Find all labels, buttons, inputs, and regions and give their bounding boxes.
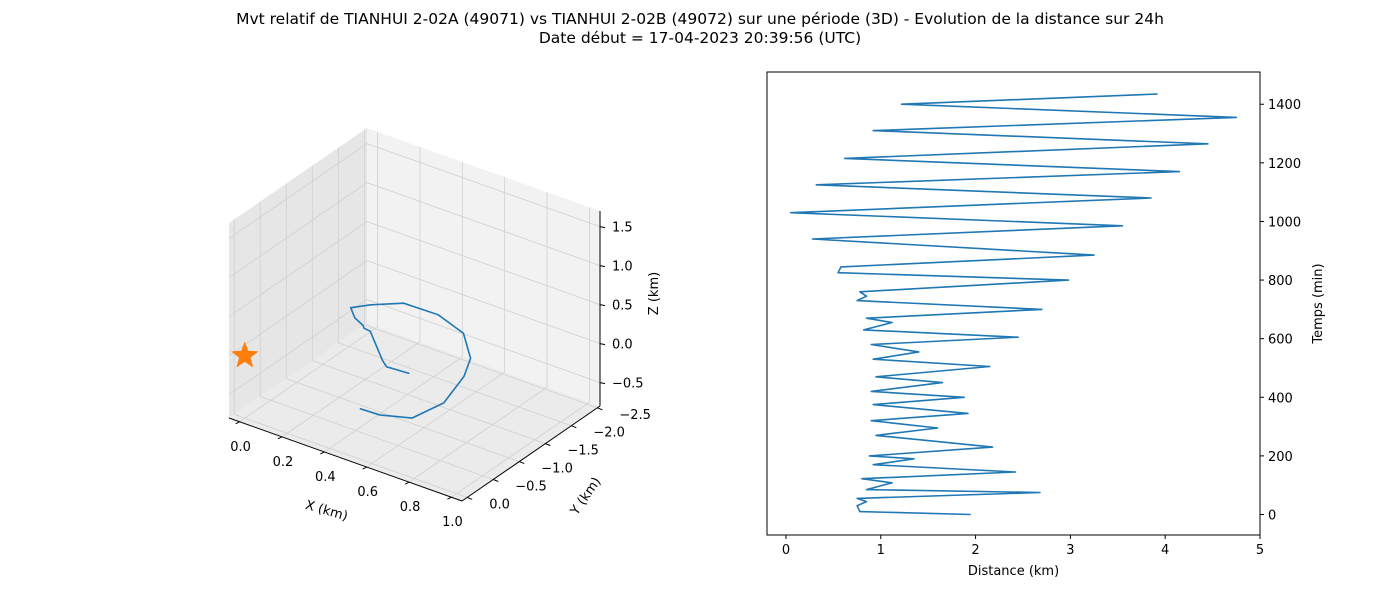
floor-pane <box>229 323 600 501</box>
back-pane <box>367 128 600 406</box>
z-tick <box>599 343 606 346</box>
y-tick <box>519 461 525 465</box>
y-tick-label: 0.0 <box>489 497 510 512</box>
grid-line-y-floor <box>286 378 520 462</box>
z-tick-label: 1.5 <box>612 221 633 236</box>
y-tick-label: 1200 <box>1268 157 1301 172</box>
grid-line-z-back <box>366 299 601 383</box>
origin-star-marker <box>231 341 259 368</box>
y-tick <box>467 496 473 500</box>
z-tick <box>599 304 606 307</box>
z-tick <box>599 265 606 268</box>
grid-line-x-floor <box>239 326 378 423</box>
z-tick-label: −0.5 <box>612 377 644 392</box>
grid-line-x-floor <box>324 356 463 453</box>
grid-line-z-left <box>228 143 368 239</box>
y-tick-label: 1000 <box>1268 215 1301 230</box>
grid-line-z-back <box>366 221 601 305</box>
grid-line-z-left <box>228 182 368 278</box>
axes-2d: 0 1 2 3 4 5 0 200 400 600 800 1000 1200 1400 Distance … <box>766 71 1326 579</box>
grid-line-x-floor <box>451 401 590 498</box>
x-tick-label: 0 <box>782 543 790 558</box>
y-axis-label: Y (km) <box>567 475 604 519</box>
distance-series-line <box>789 93 1238 516</box>
z-tick-label: 1.0 <box>612 260 633 275</box>
grid-line-z-left <box>228 221 368 317</box>
x-tick <box>447 496 452 500</box>
y-tick-label: 0 <box>1268 508 1276 523</box>
grid-line-z-back <box>366 260 601 344</box>
plot-frame <box>766 71 1261 536</box>
y-tick <box>597 407 603 411</box>
x-tick <box>362 466 367 470</box>
y-tick <box>571 425 577 429</box>
x-tick-label: 0.4 <box>315 470 336 485</box>
left-pane <box>229 128 367 418</box>
grid-line-x-floor <box>408 386 548 483</box>
grid-line-y-floor <box>364 324 598 409</box>
grid-line-y-floor <box>234 414 468 498</box>
chart-title: Mvt relatif de TIANHUI 2-02A (49071) vs … <box>236 10 1164 28</box>
chart-subtitle: Date début = 17-04-2023 20:39:56 (UTC) <box>538 29 862 47</box>
grid-line-z-left <box>228 299 368 395</box>
x-tick-label: 0.0 <box>230 440 251 455</box>
grid-line-y-floor <box>312 360 546 445</box>
grid-line-x-floor <box>281 341 421 438</box>
z-tick <box>599 382 606 385</box>
x-tick-label: 0.2 <box>273 455 294 470</box>
y-tick-label: 600 <box>1268 333 1293 348</box>
x-axis-label: Distance (km) <box>968 564 1059 579</box>
y-tick-label: −1.0 <box>541 462 573 477</box>
y-tick-label: −0.5 <box>515 479 547 494</box>
y-tick-label: 400 <box>1268 391 1293 406</box>
y-tick-label: −1.5 <box>567 444 599 459</box>
x-tick <box>320 451 325 455</box>
trajectory-line <box>349 302 472 419</box>
z-tick <box>599 226 606 229</box>
x-tick-label: 4 <box>1161 543 1169 558</box>
x-tick <box>235 421 240 425</box>
y-tick <box>493 479 499 482</box>
z-axis-label: Z (km) <box>647 272 662 315</box>
grid-line-x-floor <box>366 371 505 468</box>
y-tick <box>545 443 551 447</box>
y-axis-line <box>461 405 601 502</box>
x-tick-label: 0.8 <box>400 500 421 515</box>
axes-3d: 0.0 0.2 0.4 0.6 0.8 1.0 0.0 −0.5 −1.0 −1.5 −2.0 −2.… <box>228 128 662 530</box>
y-axis-label: Temps (min) <box>1311 263 1326 344</box>
x-tick <box>404 481 410 485</box>
z-tick-label: 0.0 <box>612 338 633 353</box>
grid-line-z-left <box>228 260 368 356</box>
y-tick-label: 1400 <box>1268 98 1301 113</box>
y-tick-label: 200 <box>1268 450 1293 465</box>
z-tick-label: 0.5 <box>612 299 633 314</box>
x-axis-line <box>228 417 463 502</box>
grid-line-z-back <box>366 143 601 227</box>
y-tick-label: −2.0 <box>593 426 625 441</box>
x-tick-label: 5 <box>1256 543 1264 558</box>
x-tick-label: 2 <box>971 543 979 558</box>
x-tick-label: 0.6 <box>357 485 378 500</box>
x-tick-label: 1 <box>877 543 885 558</box>
grid-line-y-floor <box>260 396 494 480</box>
y-tick-label: 800 <box>1268 274 1293 289</box>
grid-line-y-floor <box>338 342 572 427</box>
x-tick <box>277 436 283 440</box>
y-tick-label: −2.5 <box>619 408 651 423</box>
x-tick-label: 1.0 <box>442 515 463 530</box>
x-tick-label: 3 <box>1066 543 1074 558</box>
grid-line-z-back <box>366 182 601 266</box>
x-axis-label: X (km) <box>304 498 350 524</box>
